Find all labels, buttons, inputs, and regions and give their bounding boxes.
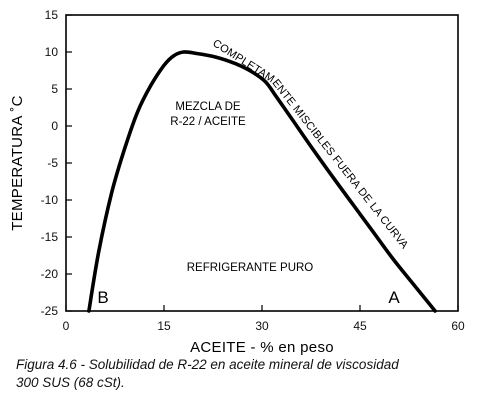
y-tick-label: 15: [45, 8, 59, 22]
x-tick-label: 15: [157, 319, 171, 333]
y-tick-label: -20: [41, 267, 59, 281]
x-tick-label: 30: [255, 319, 269, 333]
solubility-curve: [87, 50, 437, 313]
y-tick-label: 10: [45, 45, 59, 59]
y-axis-label: TEMPERATURA ˚C: [9, 95, 26, 231]
x-tick-label: 60: [451, 319, 465, 333]
plot-frame: [65, 14, 459, 312]
y-tick-label: -10: [41, 193, 59, 207]
x-tick-label: 0: [63, 319, 70, 333]
corner-label-a: A: [388, 288, 400, 307]
figure-caption: Figura 4.6 - Solubilidad de R-22 en acei…: [16, 356, 486, 392]
x-axis-label: ACEITE - % en peso: [190, 339, 334, 356]
ticks-layer: 0 15 30 45 60 15 10 5 0 -5 -10 -15 -20 -25: [41, 8, 465, 333]
y-tick-label: -15: [41, 230, 59, 244]
y-tick-label: -25: [41, 304, 59, 318]
y-tick-label: 0: [51, 119, 58, 133]
y-tick-label: -5: [47, 156, 58, 170]
mixture-label-line1: MEZCLA DE: [175, 101, 241, 113]
caption-line-2: 300 SUS (68 cSt).: [16, 375, 125, 390]
corner-label-b: B: [97, 288, 108, 307]
caption-line-1: Figura 4.6 - Solubilidad de R-22 en acei…: [16, 357, 399, 372]
x-tick-label: 45: [353, 319, 367, 333]
y-tick-label: 5: [51, 82, 58, 96]
pure-refrigerant-label: REFRIGERANTE PURO: [187, 262, 314, 274]
mixture-label-line2: R-22 / ACEITE: [170, 116, 246, 128]
